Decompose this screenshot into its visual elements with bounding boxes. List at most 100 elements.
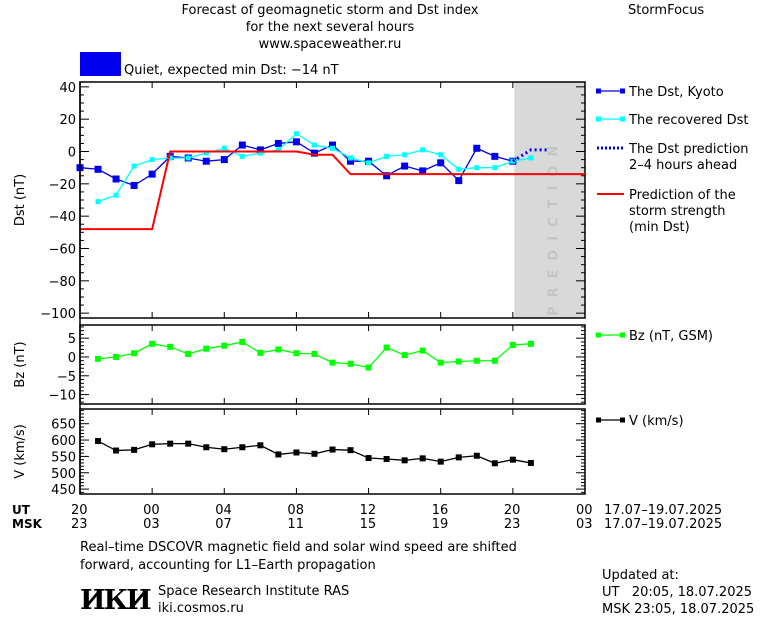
y-tick-label: 0 [68,351,76,366]
msk-label: MSK [12,517,42,531]
y-tick-label: −100 [40,307,76,322]
data-point [113,447,120,454]
data-point [419,455,426,462]
data-point [239,153,245,159]
data-point [293,350,300,357]
msk-tick-label: 15 [359,517,377,532]
y-tick-label: 650 [51,418,76,433]
data-point [491,357,498,364]
data-point [365,364,372,371]
ut-date-range: 17.07–19.07.2025 [604,503,723,518]
updated-msk: MSK 23:05, 18.07.2025 [602,602,755,617]
data-point [491,152,499,160]
data-point [527,340,534,347]
data-point [492,165,498,171]
updated-label: Updated at: [602,568,679,583]
data-point [95,438,102,445]
legend-label: V (km/s) [629,414,684,429]
brand-name: StormFocus [628,3,705,18]
data-point [528,155,534,161]
data-point [167,155,173,161]
data-point [401,162,409,170]
institute-link[interactable]: iki.cosmos.ru [158,601,244,616]
data-point [149,157,155,163]
chart-title-line-1: Forecast of geomagnetic storm and Dst in… [181,3,479,18]
data-point [238,141,246,149]
data-point [311,350,318,357]
y-tick-label: 600 [51,434,76,449]
data-point [113,353,120,360]
msk-tick-label: 19 [431,517,449,532]
data-point [383,172,391,180]
data-point [167,440,174,447]
data-point [203,150,209,156]
ut-label: UT [12,503,30,517]
data-point [420,147,426,153]
legend-marker [596,332,601,338]
data-point [95,355,102,362]
legend-marker [620,116,625,122]
updated-ut: UT 20:05, 18.07.2025 [602,585,753,600]
msk-tick-label: 11 [287,517,304,532]
data-point [185,155,191,161]
ut-tick-label: 20 [503,503,521,518]
data-point [310,149,318,157]
data-point [474,165,480,171]
y-tick-label: −80 [49,275,76,290]
data-point [292,138,300,146]
legend-label: The Dst prediction [628,142,749,157]
data-point [130,181,138,189]
msk-tick-label: 23 [71,517,88,532]
y-tick-label: 450 [51,483,76,498]
data-point [239,444,246,451]
site-link[interactable]: www.spaceweather.ru [258,37,402,52]
ut-tick-label: 20 [71,503,88,518]
y-tick-label: −20 [49,178,76,193]
data-point [455,177,463,185]
data-point [185,350,192,357]
data-point [274,139,282,147]
data-point [509,456,516,463]
data-point [473,357,480,364]
y-tick-label: −5 [57,370,76,385]
legend-marker [596,88,601,94]
data-point [94,165,102,173]
data-point [239,338,246,345]
data-point [203,444,210,451]
data-point [330,145,335,151]
iki-logo: ИКИ [80,585,152,616]
ut-tick-label: 12 [359,503,377,518]
data-point [473,452,480,459]
data-point [401,457,408,464]
legend-label: 2–4 hours ahead [629,158,737,173]
y-axis-label: V (km/s) [13,424,28,479]
data-point [131,163,137,169]
data-point [131,446,138,453]
data-point [149,441,156,448]
legend-label: The recovered Dst [628,113,748,128]
data-point [527,459,534,466]
panel-frame [79,81,586,319]
data-point [221,145,227,151]
prediction-label: PREDICTION [547,137,562,316]
ut-tick-label: 16 [431,503,449,518]
data-point [437,359,444,366]
data-point [437,458,444,465]
msk-date-range: 17.07–19.07.2025 [604,517,723,532]
ut-tick-label: 00 [143,503,160,518]
data-point [311,450,318,457]
data-point [329,141,336,149]
data-point [202,157,210,165]
data-point [257,150,263,156]
data-point [365,455,372,462]
data-point [113,192,119,198]
legend-label: storm strength [629,204,726,219]
data-point [221,342,228,349]
legend-marker [596,116,601,122]
data-point [220,156,228,164]
data-point [275,147,281,153]
data-point [383,456,390,463]
status-text: Quiet, expected min Dst: −14 nT [124,63,339,78]
legend-marker [620,417,625,423]
